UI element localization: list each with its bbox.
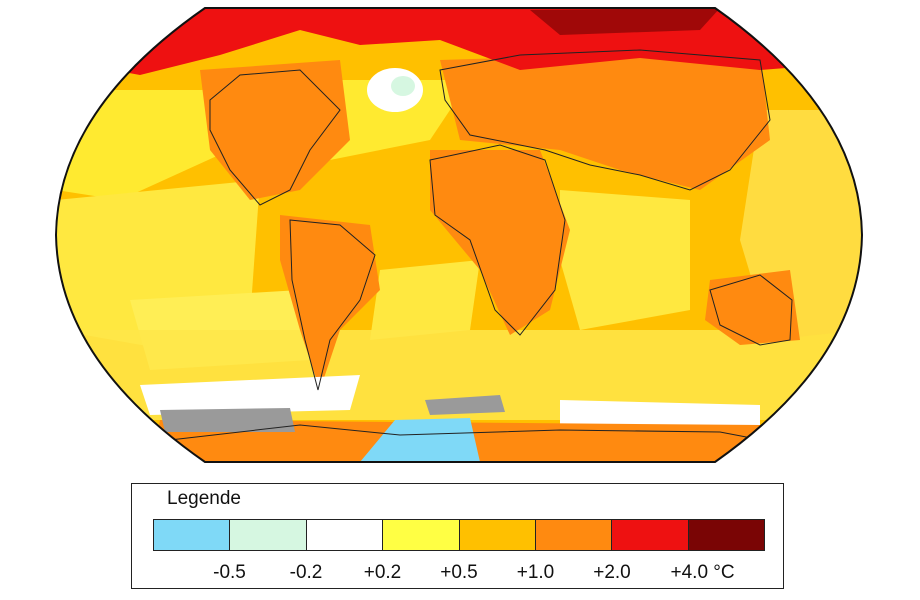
south-america-coastline [289, 219, 376, 391]
north-america-region [200, 60, 350, 200]
legend-swatch [154, 520, 230, 550]
eurasia-region [440, 50, 770, 190]
yellow-band-south-atlantic [370, 260, 480, 340]
yellow-band-north-pacific [56, 90, 250, 200]
legend-swatch [534, 520, 612, 550]
antarctic-cold-region [360, 418, 480, 462]
legend-title: Legende [167, 488, 241, 509]
north-atlantic-cold-core [391, 76, 415, 96]
legend-tick-label: +0.2 [363, 562, 402, 583]
antarctic-no-data-west [160, 408, 295, 432]
siberia-hotspot [530, 8, 720, 35]
south-america-region [280, 215, 380, 390]
temperature-anomaly-map [54, 7, 864, 463]
eurasia-coastline [439, 49, 771, 191]
legend-tick-label: +4.0 °C [670, 562, 735, 583]
legend-swatch [687, 520, 764, 550]
legend-swatch [305, 520, 383, 550]
legend-color-scale [153, 519, 765, 551]
legend-swatch [229, 520, 306, 550]
africa-coastline [429, 144, 566, 336]
legend-swatch [382, 520, 459, 550]
southern-ocean-white-band [140, 375, 360, 415]
legend-tick-label: +1.0 [516, 562, 555, 583]
legend-tick-label: +0.5 [440, 562, 478, 583]
north-america-coastline [209, 69, 341, 206]
australia-region [705, 270, 800, 345]
legend-swatch [611, 520, 688, 550]
legend-tick-label: -0.5 [213, 562, 246, 583]
africa-region [430, 150, 570, 335]
legend-tick-label: +2.0 [593, 562, 631, 583]
yellow-band-indian-ocean [560, 190, 690, 330]
southern-ocean-white-band-east [560, 400, 760, 430]
antarctic-no-data-east [425, 395, 505, 415]
legend-tick-label: -0.2 [289, 562, 323, 583]
legend: Legende -0.5 -0.2 +0.2 +0.5 +1.0 +2.0 +4.0 °C [131, 483, 784, 589]
australia-coastline [709, 274, 793, 346]
map-border [54, 7, 864, 463]
antarctica-coastline [169, 424, 763, 441]
legend-swatch [458, 520, 535, 550]
